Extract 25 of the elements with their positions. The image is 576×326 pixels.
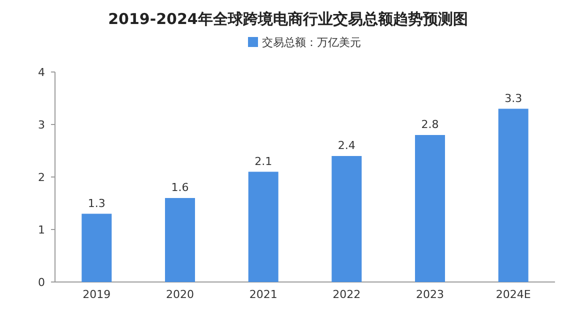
y-tick-label: 0 bbox=[38, 276, 45, 289]
data-label: 2.4 bbox=[338, 139, 356, 152]
x-tick-label: 2019 bbox=[82, 288, 111, 301]
data-label: 3.3 bbox=[504, 92, 522, 105]
data-label: 1.6 bbox=[171, 181, 189, 194]
legend-label: 交易总额：万亿美元 bbox=[262, 36, 361, 49]
bar bbox=[498, 108, 528, 282]
data-label: 2.8 bbox=[421, 118, 439, 131]
x-tick-label: 2020 bbox=[166, 288, 194, 301]
bar bbox=[248, 172, 278, 282]
y-tick-label: 2 bbox=[38, 171, 45, 184]
bar bbox=[82, 214, 112, 282]
bar bbox=[165, 198, 195, 282]
x-tick-label: 2022 bbox=[332, 288, 361, 301]
x-tick-label: 2023 bbox=[416, 288, 444, 301]
y-tick-label: 3 bbox=[38, 118, 45, 132]
data-label: 1.3 bbox=[88, 196, 106, 210]
chart-title: 2019-2024年全球跨境电商行业交易总额趋势预测图 bbox=[108, 10, 468, 28]
x-tick-label: 2024E bbox=[496, 288, 531, 301]
y-tick-label: 4 bbox=[38, 66, 45, 79]
y-tick-label: 1 bbox=[38, 224, 45, 236]
bar bbox=[332, 156, 362, 282]
bar bbox=[415, 135, 445, 282]
data-label: 2.1 bbox=[254, 154, 272, 168]
x-tick-label: 2021 bbox=[249, 288, 278, 301]
